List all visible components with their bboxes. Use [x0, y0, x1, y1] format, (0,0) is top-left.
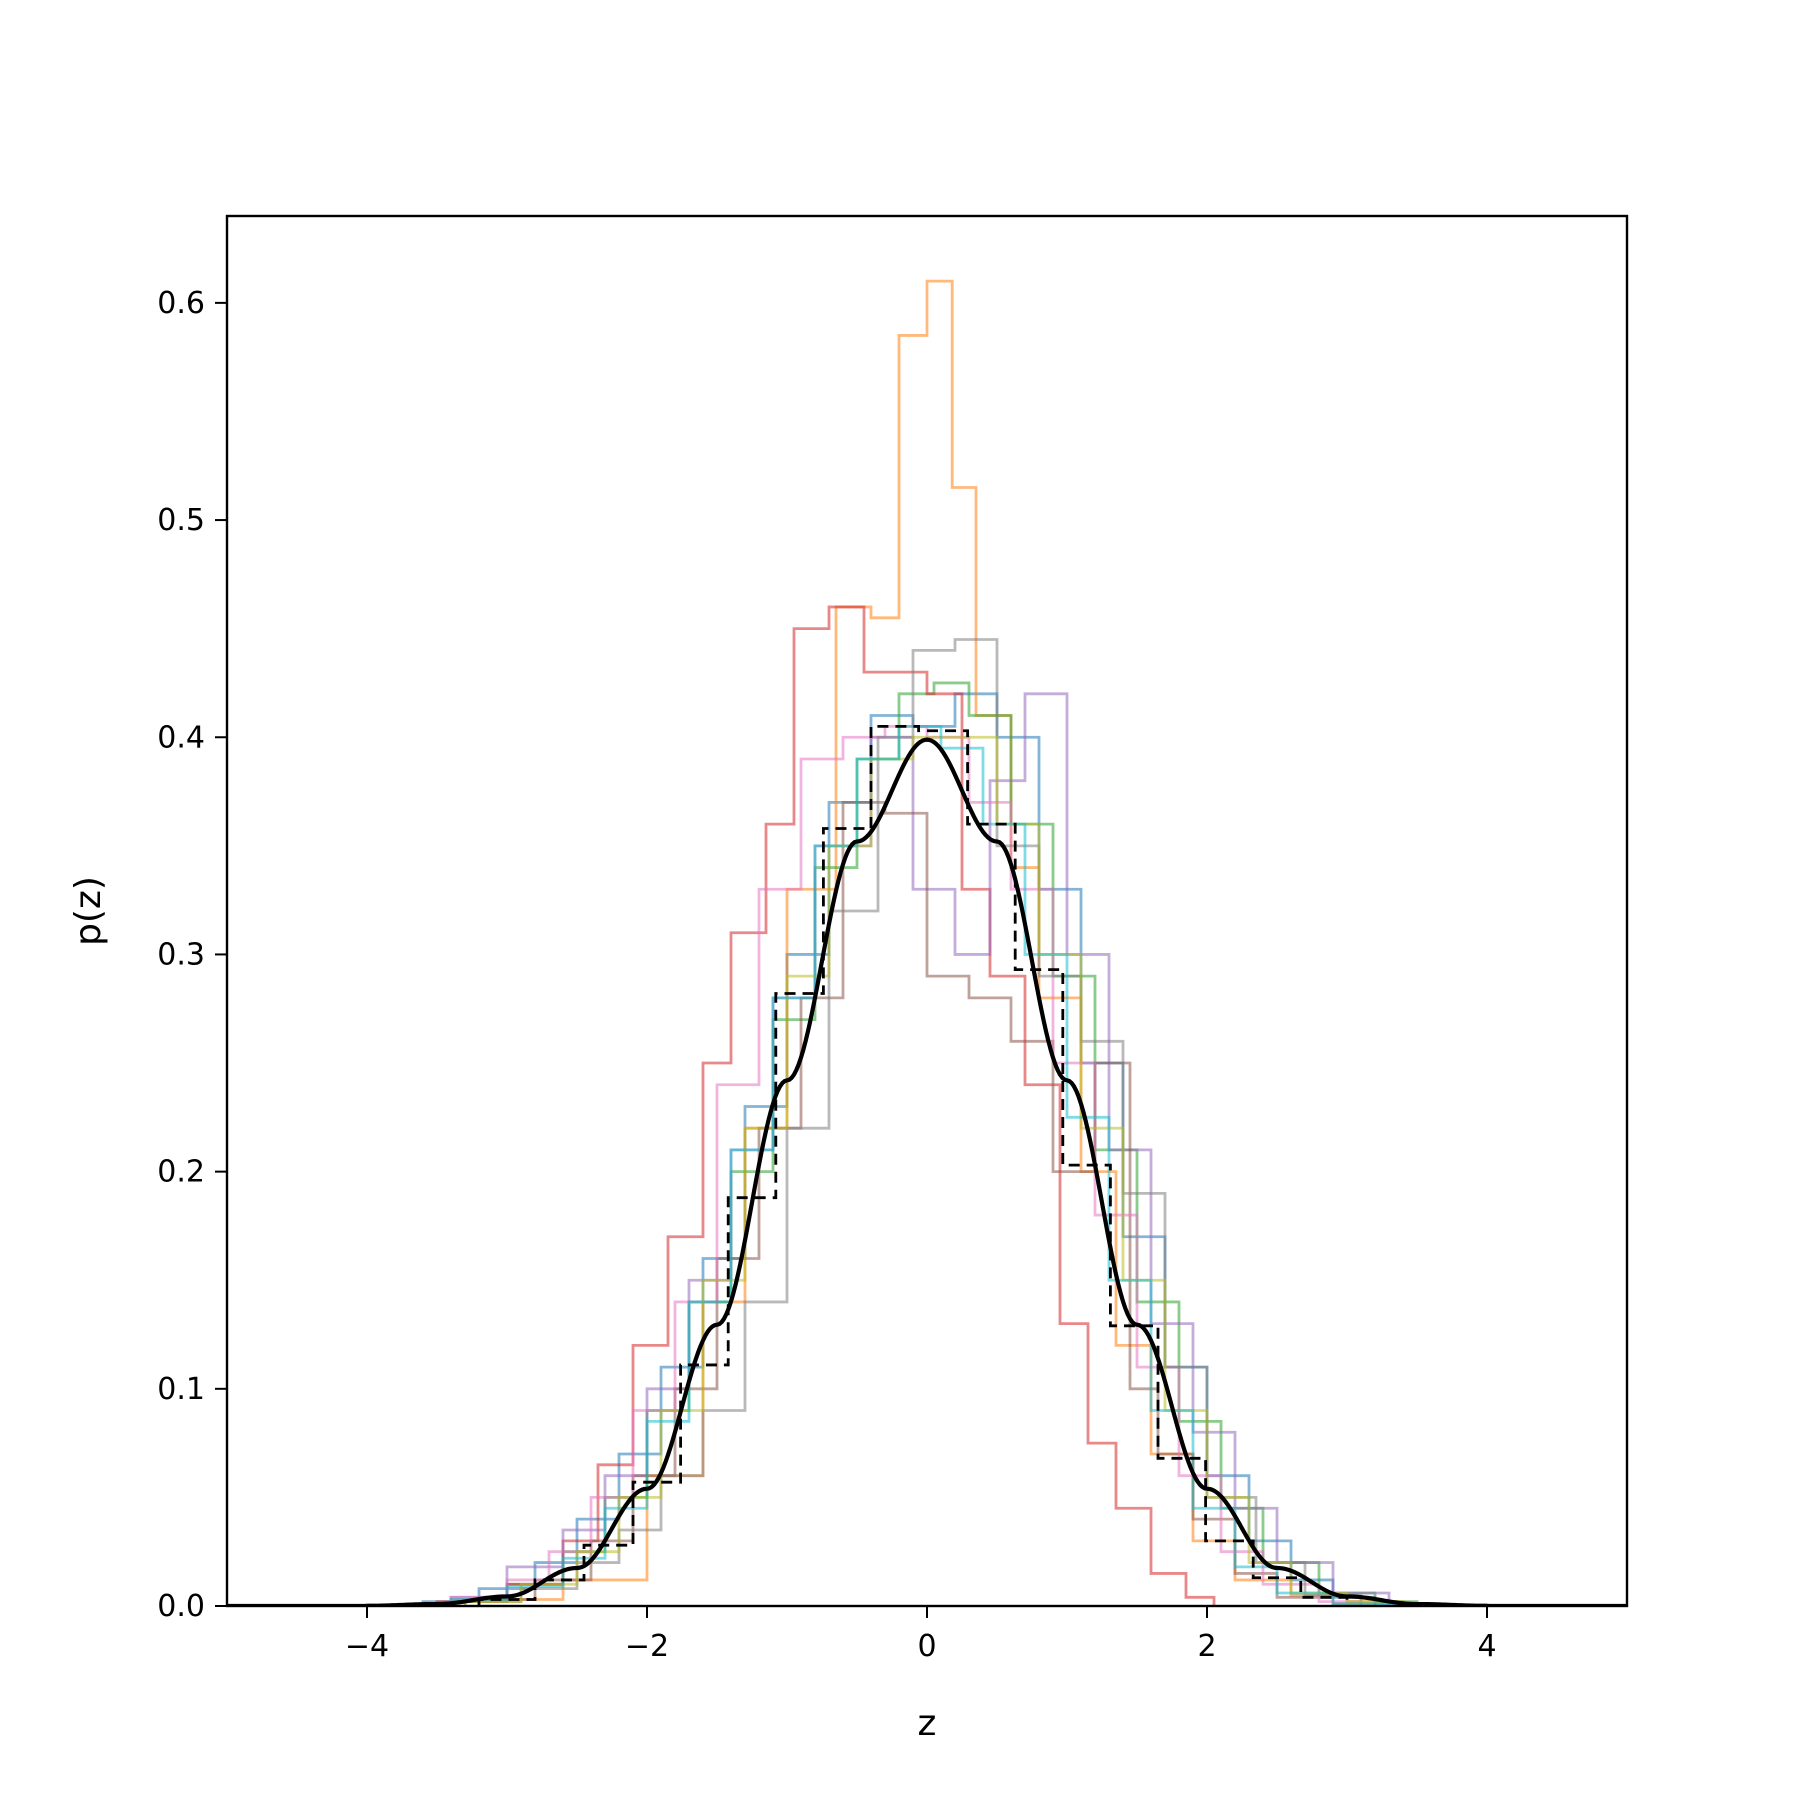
y-tick-label: 0.4 — [157, 720, 205, 755]
x-axis-ticks: −4 −2 0 2 4 — [345, 1606, 1497, 1664]
x-tick-label: −4 — [345, 1629, 389, 1664]
reference-histogram-layer — [477, 724, 1349, 1606]
histogram-series-9 — [463, 735, 1405, 1606]
y-tick-label: 0.2 — [157, 1155, 205, 1190]
reference-histogram-dashed — [477, 724, 1349, 1606]
y-tick-label: 0.6 — [157, 286, 205, 321]
x-tick-label: 4 — [1477, 1629, 1496, 1664]
x-tick-label: 2 — [1197, 1629, 1216, 1664]
y-axis-label: p(z) — [68, 876, 109, 946]
x-tick-label: 0 — [917, 1629, 936, 1664]
x-tick-label: −2 — [625, 1629, 669, 1664]
y-tick-label: 0.5 — [157, 503, 205, 538]
y-axis-ticks: 0.0 0.1 0.2 0.3 0.4 0.5 0.6 — [157, 286, 227, 1624]
pdf-curve-layer — [227, 737, 1627, 1606]
histogram-series-4 — [435, 605, 1216, 1606]
histogram-series-5 — [449, 692, 1391, 1606]
y-tick-label: 0.3 — [157, 937, 205, 972]
histogram-series-6 — [477, 801, 1377, 1606]
x-axis-label: z — [918, 1703, 937, 1744]
pdf-curve-line — [227, 737, 1627, 1606]
y-tick-label: 0.0 — [157, 1589, 205, 1624]
y-tick-label: 0.1 — [157, 1372, 205, 1407]
